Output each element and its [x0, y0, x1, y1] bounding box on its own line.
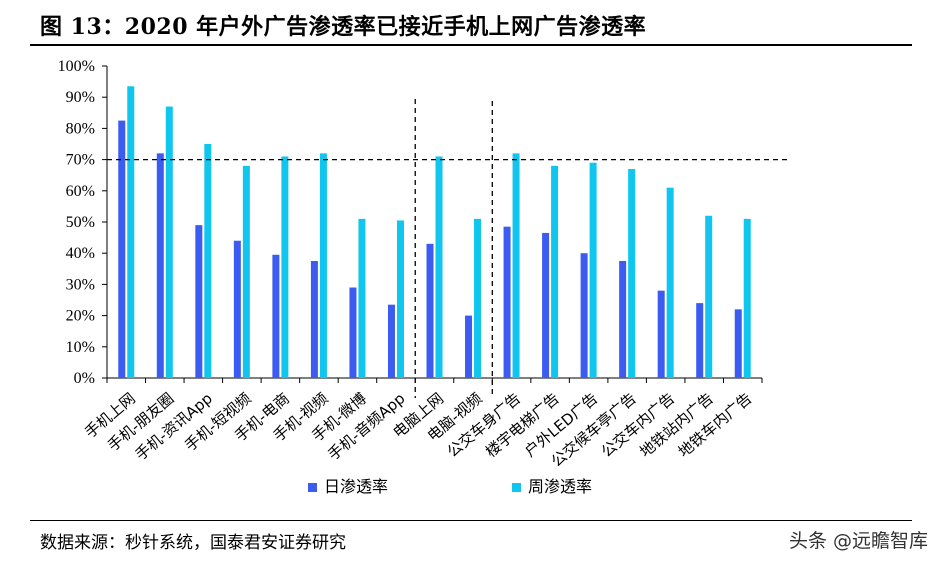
y-tick-label: 0% — [74, 370, 95, 387]
bar-daily — [233, 240, 241, 378]
bar-daily — [465, 315, 473, 378]
bar-daily — [619, 261, 627, 378]
title-rule — [30, 44, 912, 46]
bar-daily — [118, 120, 126, 378]
watermark: 头条 @远瞻智库 — [788, 530, 928, 552]
chart-title: 图 13：2020 年户外广告渗透率已接近手机上网广告渗透率 — [40, 14, 647, 40]
footer-rule — [30, 520, 912, 521]
bar-daily — [156, 153, 164, 378]
y-tick-label: 50% — [66, 214, 95, 231]
bar-daily — [503, 226, 511, 378]
bar-weekly — [589, 162, 597, 378]
bar-daily — [272, 254, 280, 378]
bar-weekly — [628, 168, 636, 378]
bar-weekly — [358, 218, 366, 378]
bar-daily — [542, 232, 550, 378]
bar-daily — [696, 303, 704, 378]
y-tick-label: 20% — [66, 308, 95, 325]
bar-weekly — [127, 86, 135, 378]
bar-weekly — [281, 156, 289, 378]
y-tick-label: 40% — [66, 245, 95, 262]
source-note: 数据来源：秒针系统，国泰君安证券研究 — [40, 533, 346, 553]
bar-weekly — [512, 153, 520, 378]
bar-weekly — [705, 215, 713, 378]
bar-weekly — [396, 220, 404, 378]
bar-daily — [349, 287, 357, 378]
y-tick-label: 70% — [66, 152, 95, 169]
bar-weekly — [435, 156, 443, 378]
bar-weekly — [474, 218, 482, 378]
bar-daily — [426, 243, 434, 378]
y-tick-label: 30% — [66, 276, 95, 293]
bar-weekly — [242, 165, 250, 378]
legend-label: 日渗透率 — [324, 477, 388, 496]
bar-daily — [195, 225, 203, 378]
bar-weekly — [165, 106, 173, 378]
bar-daily — [657, 290, 665, 378]
legend-swatch — [308, 483, 317, 492]
bar-weekly — [204, 144, 212, 378]
bar-weekly — [551, 165, 559, 378]
y-tick-label: 90% — [66, 89, 95, 106]
y-tick-label: 80% — [66, 120, 95, 137]
legend-swatch — [512, 483, 521, 492]
bar-weekly — [743, 218, 751, 378]
bar-daily — [387, 304, 395, 378]
bar-weekly — [666, 187, 674, 378]
bar-daily — [310, 261, 318, 378]
bar-weekly — [319, 153, 327, 378]
bar-daily — [734, 309, 742, 378]
legend-label: 周渗透率 — [528, 477, 592, 496]
y-tick-label: 10% — [66, 339, 95, 356]
chart-area: 0%10%20%30%40%50%60%70%80%90%100%手机上网手机-… — [58, 58, 787, 496]
y-tick-label: 60% — [66, 183, 95, 200]
bar-daily — [580, 253, 588, 378]
y-tick-label: 100% — [58, 58, 95, 75]
